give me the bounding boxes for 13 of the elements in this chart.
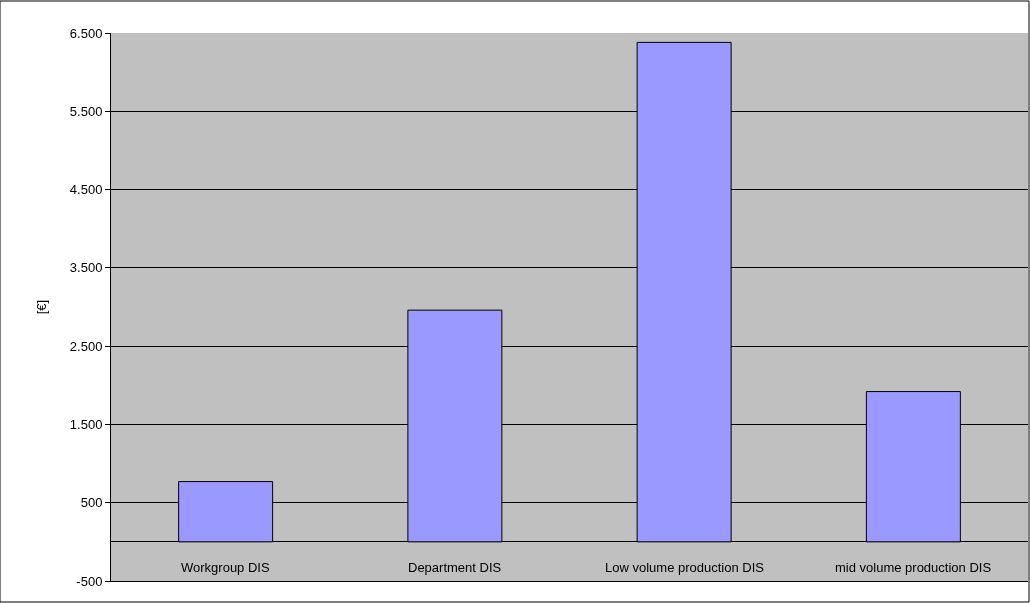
x-tick-label: Department DIS — [408, 560, 502, 575]
y-tick-label: 1.500 — [69, 416, 103, 432]
y-tick-label: 2.500 — [69, 338, 103, 354]
y-tick-label: 3.500 — [69, 260, 103, 276]
x-tick-label: Workgroup DIS — [181, 560, 270, 575]
y-tick-label: -500 — [76, 573, 103, 589]
y-tick-label: 6.500 — [69, 25, 103, 41]
y-tick-label: 5.500 — [69, 103, 103, 119]
x-tick-label: Low volume production DIS — [605, 560, 765, 575]
y-axis-title: [€] — [33, 299, 49, 315]
x-tick-label: mid volume production DIS — [835, 560, 992, 575]
y-tick-label: 500 — [80, 495, 103, 511]
y-tick-label: 4.500 — [69, 182, 103, 198]
